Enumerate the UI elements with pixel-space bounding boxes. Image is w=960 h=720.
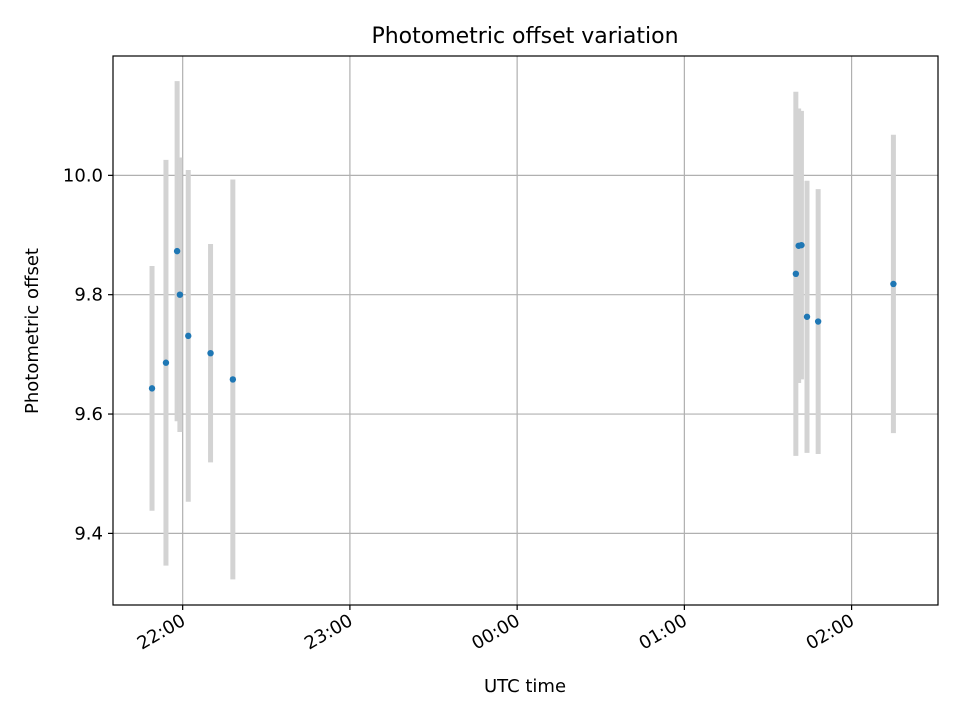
- data-point: [890, 280, 897, 288]
- grid-lines: [113, 56, 938, 605]
- data-point: [207, 349, 214, 357]
- data-point: [803, 313, 811, 320]
- y-axis-label: Photometric offset: [22, 248, 43, 414]
- y-tick-label: 9.8: [74, 285, 103, 306]
- x-axis-label: UTC time: [484, 676, 566, 697]
- y-tick-label: 9.4: [74, 523, 103, 544]
- data-point: [814, 318, 822, 325]
- chart-title: Photometric offset variation: [371, 24, 678, 49]
- y-tick-label: 10.0: [63, 165, 103, 186]
- data-point: [173, 247, 181, 255]
- data-point: [798, 241, 805, 249]
- axes-frame: [112, 55, 939, 606]
- data-point: [185, 332, 192, 340]
- y-tick-label: 9.6: [74, 404, 103, 425]
- data-point: [176, 291, 184, 298]
- data-points: [148, 241, 897, 392]
- data-point: [229, 376, 237, 383]
- data-point: [148, 385, 156, 392]
- data-point: [792, 270, 800, 278]
- data-point: [162, 359, 170, 366]
